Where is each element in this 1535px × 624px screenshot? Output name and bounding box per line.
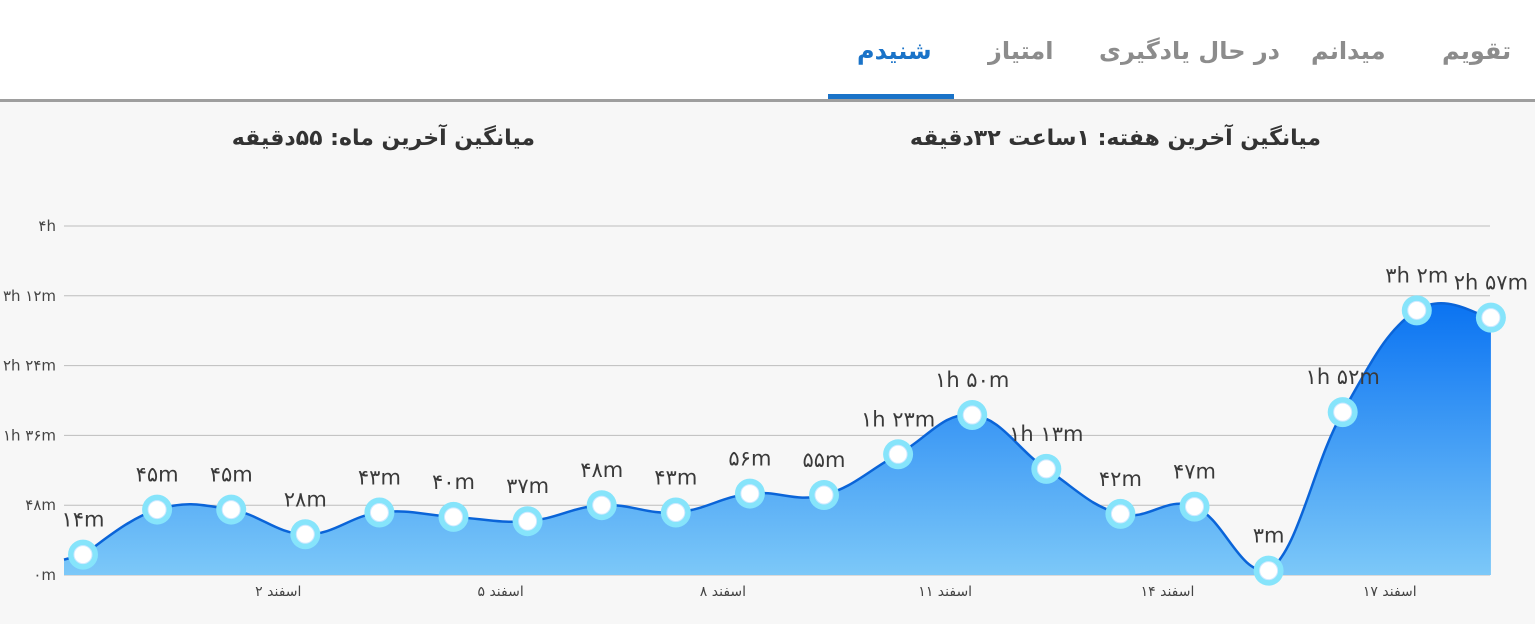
data-label: ۲۸m xyxy=(284,487,327,511)
data-label: ۴۰m xyxy=(432,470,475,494)
data-label: ۱h ۱۳m xyxy=(1009,422,1083,446)
data-label: ۴۵m xyxy=(136,463,179,487)
tab-known[interactable]: میدانم xyxy=(1311,37,1386,65)
data-point xyxy=(814,485,834,505)
data-label: ۲h ۵۷m xyxy=(1454,271,1528,295)
data-point xyxy=(518,511,538,531)
data-label: ۴۵m xyxy=(210,463,253,487)
data-point xyxy=(1481,308,1501,328)
data-markers xyxy=(68,295,1506,586)
tab-heard[interactable]: شنیدم xyxy=(857,37,932,65)
data-label: ۱h ۵۰m xyxy=(935,368,1009,392)
y-tick-label: ۴۸m xyxy=(25,496,56,514)
data-label: ۵۶m xyxy=(728,447,771,471)
monthly-average-value: ۵۵دقیقه xyxy=(231,126,323,151)
y-tick-label: ۰m xyxy=(33,566,56,584)
y-tick-label: ۴h xyxy=(38,217,56,235)
x-tick-label: ۲ اسفند xyxy=(255,584,301,600)
data-point xyxy=(1110,504,1130,524)
data-label: ۴۲m xyxy=(1099,467,1142,491)
data-point xyxy=(740,484,760,504)
data-point xyxy=(73,545,93,565)
data-point xyxy=(1333,402,1353,422)
data-label: ۵۵m xyxy=(802,448,845,472)
data-point xyxy=(1185,497,1204,517)
weekly-average: میانگین آخرین هفته: ۱ساعت ۳۲دقیقه xyxy=(910,126,1321,151)
data-label: ۴۳m xyxy=(654,465,697,489)
x-tick-label: ۱۴ اسفند xyxy=(1141,584,1195,600)
y-tick-label: ۲h ۲۴m xyxy=(3,357,56,375)
monthly-average: میانگین آخرین ماه: ۵۵دقیقه xyxy=(232,126,535,151)
data-label: ۴۸m xyxy=(580,458,623,482)
x-tick-label: ۱۷ اسفند xyxy=(1363,584,1417,600)
data-label: ۳m xyxy=(1253,524,1285,548)
y-tick-label: ۱h ۳۶m xyxy=(3,426,56,444)
weekly-average-value: ۱ساعت ۳۲دقیقه xyxy=(909,126,1090,151)
x-axis-labels: ۲ اسفند ۵ اسفند ۸ اسفند ۱۱ اسفند ۱۴ اسفند ۱۷ … xyxy=(255,584,1417,600)
data-label: ۱h ۲۳m xyxy=(861,407,935,431)
x-tick-label: ۱۱ اسفند xyxy=(918,584,972,600)
data-point xyxy=(592,495,612,515)
data-point xyxy=(1036,459,1056,479)
data-point xyxy=(1407,300,1427,320)
data-point xyxy=(295,524,315,544)
data-label: ۴۳m xyxy=(358,465,401,489)
data-label: ۳۷m xyxy=(506,474,549,498)
data-point xyxy=(147,500,167,520)
tab-calendar[interactable]: تقویم xyxy=(1442,37,1512,65)
area-fill xyxy=(64,303,1491,575)
tab-score[interactable]: امتیاز xyxy=(988,37,1054,65)
data-point xyxy=(221,500,241,520)
x-tick-label: ۸ اسفند xyxy=(700,584,746,600)
data-point xyxy=(1259,561,1279,581)
data-label: ۱۴m xyxy=(61,508,104,532)
y-axis-labels: ۰m ۴۸m ۱h ۳۶m ۲h ۲۴m ۳h ۱۲m ۴h xyxy=(3,217,56,584)
data-point xyxy=(962,405,982,425)
data-point xyxy=(369,502,389,522)
y-tick-label: ۳h ۱۲m xyxy=(3,287,56,305)
active-tab-indicator xyxy=(828,94,954,99)
data-label: ۳h ۲m xyxy=(1385,263,1448,287)
tab-bar: تقویم میدانم در حال یادگیری امتیاز شنیدم xyxy=(0,0,1535,102)
data-label: ۴۷m xyxy=(1173,460,1216,484)
tab-learning[interactable]: در حال یادگیری xyxy=(1099,37,1280,65)
data-label: ۱h ۵۲m xyxy=(1306,365,1380,389)
x-tick-label: ۵ اسفند xyxy=(477,584,523,600)
listening-time-chart: ۰m ۴۸m ۱h ۳۶m ۲h ۲۴m ۳h ۱۲m ۴h ۲ اسفند ۵ اسفند… xyxy=(3,217,1528,600)
weekly-average-label: میانگین آخرین هفته: xyxy=(1097,126,1321,151)
data-point xyxy=(444,507,463,527)
data-point xyxy=(666,502,686,522)
data-point xyxy=(888,444,908,464)
monthly-average-label: میانگین آخرین ماه: xyxy=(330,126,535,151)
